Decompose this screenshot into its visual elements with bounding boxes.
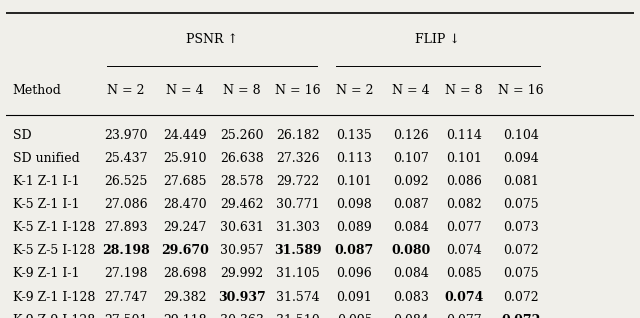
Text: 27.198: 27.198 [104,267,147,280]
Text: N = 2: N = 2 [107,84,144,97]
Text: 0.101: 0.101 [446,152,482,165]
Text: 26.182: 26.182 [276,129,320,142]
Text: K-9 Z-1 I-1: K-9 Z-1 I-1 [13,267,79,280]
Text: 28.698: 28.698 [163,267,207,280]
Text: 0.082: 0.082 [446,198,482,211]
Text: 0.085: 0.085 [446,267,482,280]
Text: 27.685: 27.685 [163,175,207,188]
Text: 30.957: 30.957 [220,245,263,258]
Text: 0.087: 0.087 [335,245,374,258]
Text: 29.992: 29.992 [220,267,263,280]
Text: N = 16: N = 16 [498,84,543,97]
Text: SD: SD [13,129,31,142]
Text: 0.091: 0.091 [337,291,372,304]
Text: 23.970: 23.970 [104,129,147,142]
Text: 26.638: 26.638 [220,152,264,165]
Text: 0.073: 0.073 [503,221,539,234]
Text: 25.260: 25.260 [220,129,263,142]
Text: K-5 Z-1 I-1: K-5 Z-1 I-1 [13,198,79,211]
Text: 0.083: 0.083 [393,291,429,304]
Text: 29.670: 29.670 [161,245,209,258]
Text: 25.437: 25.437 [104,152,147,165]
Text: 29.722: 29.722 [276,175,319,188]
Text: K-1 Z-1 I-1: K-1 Z-1 I-1 [13,175,79,188]
Text: 0.084: 0.084 [393,314,429,318]
Text: 30.937: 30.937 [218,291,266,304]
Text: 27.747: 27.747 [104,291,147,304]
Text: 0.072: 0.072 [503,245,538,258]
Text: 0.087: 0.087 [393,198,429,211]
Text: K-9 Z-1 I-128: K-9 Z-1 I-128 [13,291,95,304]
Text: 28.470: 28.470 [163,198,207,211]
Text: N = 2: N = 2 [336,84,373,97]
Text: 0.113: 0.113 [337,152,372,165]
Text: 30.363: 30.363 [220,314,264,318]
Text: 31.303: 31.303 [276,221,320,234]
Text: 27.086: 27.086 [104,198,147,211]
Text: 27.501: 27.501 [104,314,147,318]
Text: 28.198: 28.198 [102,245,150,258]
Text: 0.075: 0.075 [503,267,538,280]
Text: 0.075: 0.075 [503,198,538,211]
Text: 0.094: 0.094 [503,152,539,165]
Text: 0.089: 0.089 [337,221,372,234]
Text: 0.092: 0.092 [393,175,429,188]
Text: 0.074: 0.074 [446,245,482,258]
Text: 0.095: 0.095 [337,314,372,318]
Text: 29.382: 29.382 [163,291,207,304]
Text: 31.510: 31.510 [276,314,320,318]
Text: 0.077: 0.077 [447,221,482,234]
Text: 0.084: 0.084 [393,221,429,234]
Text: N = 16: N = 16 [275,84,321,97]
Text: N = 8: N = 8 [445,84,483,97]
Text: 29.118: 29.118 [163,314,207,318]
Text: 30.631: 30.631 [220,221,264,234]
Text: 31.105: 31.105 [276,267,320,280]
Text: N = 4: N = 4 [392,84,429,97]
Text: 31.589: 31.589 [274,245,322,258]
Text: 0.114: 0.114 [446,129,482,142]
Text: 30.771: 30.771 [276,198,320,211]
Text: 0.096: 0.096 [337,267,372,280]
Text: 0.081: 0.081 [503,175,539,188]
Text: K-9 Z-9 I-128: K-9 Z-9 I-128 [13,314,95,318]
Text: Method: Method [13,84,61,97]
Text: 0.084: 0.084 [393,267,429,280]
Text: N = 8: N = 8 [223,84,260,97]
Text: 25.910: 25.910 [163,152,207,165]
Text: K-5 Z-1 I-128: K-5 Z-1 I-128 [13,221,95,234]
Text: 0.101: 0.101 [337,175,372,188]
Text: 0.098: 0.098 [337,198,372,211]
Text: 29.247: 29.247 [163,221,207,234]
Text: 28.578: 28.578 [220,175,263,188]
Text: FLIP ↓: FLIP ↓ [415,32,460,45]
Text: 27.893: 27.893 [104,221,147,234]
Text: 27.326: 27.326 [276,152,320,165]
Text: 0.072: 0.072 [501,314,540,318]
Text: 0.072: 0.072 [503,291,538,304]
Text: 0.074: 0.074 [445,291,484,304]
Text: 0.080: 0.080 [391,245,431,258]
Text: N = 4: N = 4 [166,84,204,97]
Text: 0.107: 0.107 [393,152,429,165]
Text: 0.104: 0.104 [503,129,539,142]
Text: 0.126: 0.126 [393,129,429,142]
Text: 0.086: 0.086 [446,175,482,188]
Text: 0.135: 0.135 [337,129,372,142]
Text: 29.462: 29.462 [220,198,263,211]
Text: PSNR ↑: PSNR ↑ [186,32,238,45]
Text: K-5 Z-5 I-128: K-5 Z-5 I-128 [13,245,95,258]
Text: 24.449: 24.449 [163,129,207,142]
Text: SD unified: SD unified [13,152,79,165]
Text: 26.525: 26.525 [104,175,147,188]
Text: 0.077: 0.077 [447,314,482,318]
Text: 31.574: 31.574 [276,291,320,304]
